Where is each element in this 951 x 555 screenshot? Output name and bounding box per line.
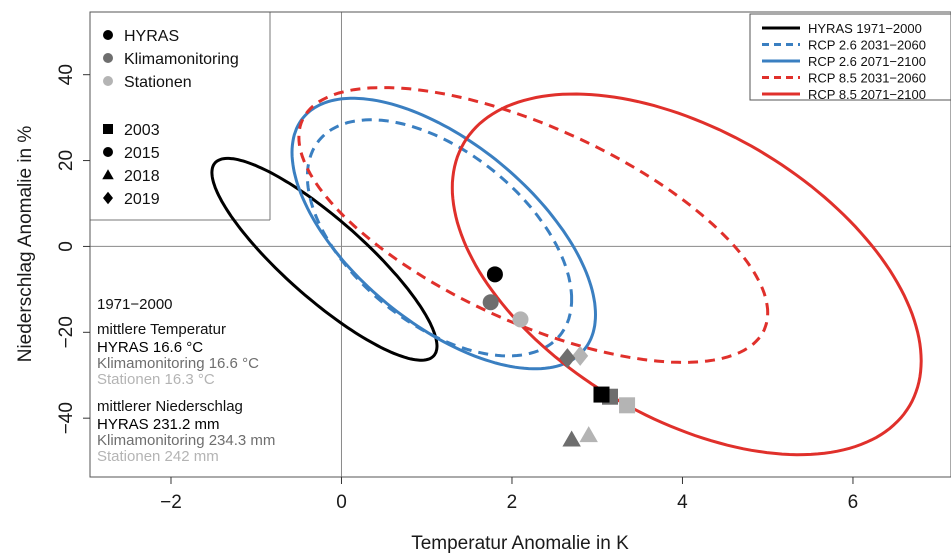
- ellipse-rcp-2-6-2031-2060: [305, 118, 574, 358]
- x-tick-label: 0: [336, 492, 347, 513]
- legend-sources-years: HYRAS Klimamonitoring Stationen 2003 2015 201…: [102, 28, 239, 208]
- annotation-precip-0: HYRAS 231.2 mm: [97, 416, 220, 433]
- x-tick-label: 2: [507, 492, 518, 513]
- legend-marker-klimamonitoring: [103, 53, 113, 63]
- legend-label-rcp-2-6-2071-2100: RCP 2.6 2071−2100: [808, 54, 926, 69]
- legend-label-year-2019: 2019: [124, 191, 160, 208]
- point-hyras-2015: [486, 266, 503, 283]
- point-stationen-2003: [619, 397, 636, 414]
- legend-marker-stationen: [103, 76, 113, 86]
- legend-marker-year-2018: [102, 169, 114, 180]
- y-tick-label: 40: [56, 64, 77, 85]
- legend-label-rcp-8-5-2031-2060: RCP 8.5 2031−2060: [808, 71, 926, 86]
- annotation-precip-heading: mittlerer Niederschlag: [97, 398, 243, 415]
- x-tick-label: −2: [160, 492, 182, 513]
- y-tick-label: 0: [56, 241, 77, 252]
- legend-label-hyras: HYRAS: [124, 28, 179, 45]
- legend-marker-year-2019: [103, 191, 113, 205]
- legend-label-year-2018: 2018: [124, 168, 160, 185]
- legend-label-rcp-2-6-2031-2060: RCP 2.6 2031−2060: [808, 38, 926, 53]
- annotation-temp-1: Klimamonitoring 16.6 °C: [97, 355, 259, 372]
- y-tick-label: −40: [56, 402, 77, 434]
- legend-marker-year-2015: [103, 147, 113, 157]
- plot-frame: [89, 11, 951, 478]
- legend-inset-frame: [90, 12, 271, 221]
- zero-reference-lines: [90, 12, 951, 477]
- point-stationen-2015: [512, 311, 529, 328]
- legend-marker-year-2003: [103, 124, 113, 134]
- x-tick-label: 6: [848, 492, 859, 513]
- legend-label-stationen: Stationen: [124, 74, 192, 91]
- annotation-temp-0: HYRAS 16.6 °C: [97, 339, 203, 356]
- point-stationen-2019: [572, 345, 589, 366]
- data-points: [482, 266, 636, 447]
- annotation-precip-1: Klimamonitoring 234.3 mm: [97, 432, 275, 449]
- legend-label-year-2015: 2015: [124, 145, 160, 162]
- legend-marker-hyras: [103, 30, 113, 40]
- x-axis-title: Temperatur Anomalie in K: [411, 533, 629, 554]
- y-tick-label: −20: [56, 316, 77, 348]
- legend-label-klimamonitoring: Klimamonitoring: [124, 51, 239, 68]
- point-klimamonitoring-2019: [559, 348, 576, 369]
- point-klimamonitoring-2015: [482, 294, 499, 311]
- ellipse-rcp-8-5-2071-2100: [450, 92, 923, 457]
- point-klimamonitoring-2018: [562, 430, 581, 447]
- legend-label-year-2003: 2003: [124, 122, 160, 139]
- ellipse-hyras-1971-2000: [210, 156, 439, 362]
- legend-label-hyras-1971-2000: HYRAS 1971−2000: [808, 21, 922, 36]
- annotation-period: 1971−2000: [97, 296, 173, 313]
- y-axis-title: Niederschlag Anomalie in %: [15, 126, 36, 363]
- y-tick-label: 20: [56, 150, 77, 171]
- legend-label-rcp-8-5-2071-2100: RCP 8.5 2071−2100: [808, 87, 926, 102]
- annotation-precip-2: Stationen 242 mm: [97, 448, 219, 465]
- point-hyras-2003: [593, 386, 610, 403]
- ellipse-rcp-2-6-2071-2100: [290, 96, 598, 371]
- x-tick-label: 4: [677, 492, 688, 513]
- annotation-temp-2: Stationen 16.3 °C: [97, 371, 215, 388]
- ellipse-rcp-8-5-2031-2060: [297, 86, 770, 364]
- annotation-temp-heading: mittlere Temperatur: [97, 321, 226, 338]
- ellipses: [210, 86, 923, 457]
- point-stationen-2018: [579, 426, 598, 443]
